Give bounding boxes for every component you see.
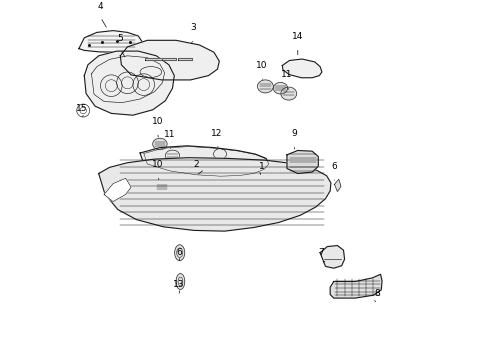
Text: 6: 6 — [330, 162, 336, 171]
Text: 11: 11 — [281, 70, 292, 79]
Polygon shape — [120, 40, 219, 80]
Text: 9: 9 — [291, 129, 296, 138]
Text: 3: 3 — [190, 23, 196, 32]
Polygon shape — [84, 51, 174, 115]
Polygon shape — [282, 59, 321, 78]
Ellipse shape — [165, 150, 179, 161]
Polygon shape — [334, 179, 340, 192]
Ellipse shape — [257, 80, 273, 93]
Ellipse shape — [176, 274, 184, 289]
Text: 14: 14 — [291, 32, 303, 41]
Ellipse shape — [152, 138, 167, 150]
Text: 12: 12 — [210, 129, 222, 138]
Ellipse shape — [213, 149, 226, 159]
Polygon shape — [145, 58, 162, 60]
Polygon shape — [286, 150, 318, 174]
Text: 1: 1 — [258, 162, 264, 171]
Polygon shape — [178, 58, 192, 60]
Ellipse shape — [174, 245, 184, 261]
Polygon shape — [140, 146, 268, 176]
Ellipse shape — [280, 87, 296, 100]
Text: 6: 6 — [176, 248, 182, 257]
Text: 10: 10 — [256, 61, 267, 70]
Ellipse shape — [273, 82, 287, 94]
Polygon shape — [320, 246, 344, 268]
Text: 7: 7 — [317, 248, 323, 257]
Text: 4: 4 — [98, 2, 103, 11]
Text: 8: 8 — [373, 289, 379, 298]
Polygon shape — [79, 31, 142, 52]
Text: 15: 15 — [76, 104, 87, 113]
Polygon shape — [329, 274, 381, 298]
Polygon shape — [162, 58, 176, 60]
Text: 10: 10 — [151, 117, 163, 126]
Text: 10: 10 — [151, 160, 163, 169]
Text: 5: 5 — [117, 34, 123, 43]
Text: 2: 2 — [193, 160, 198, 169]
Polygon shape — [104, 178, 131, 202]
Text: 11: 11 — [163, 130, 175, 139]
Text: 13: 13 — [173, 280, 184, 289]
Polygon shape — [99, 158, 330, 231]
Ellipse shape — [155, 181, 169, 193]
